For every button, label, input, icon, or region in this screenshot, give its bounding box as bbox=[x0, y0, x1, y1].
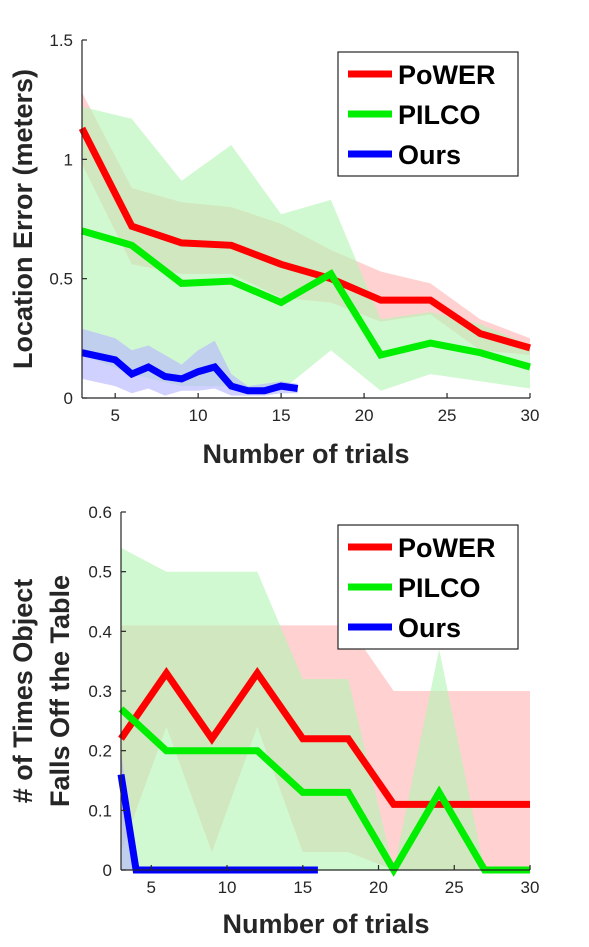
y-axis-label-line-2: Falls Off the Table bbox=[45, 575, 75, 807]
x-tick-label: 5 bbox=[147, 878, 156, 897]
x-axis-label: Number of trials bbox=[222, 909, 429, 939]
x-tick-label: 20 bbox=[355, 406, 374, 425]
band-pilco bbox=[121, 547, 530, 870]
y-tick-label: 0.3 bbox=[88, 682, 112, 701]
y-axis-label: Location Error (meters) bbox=[8, 69, 38, 369]
band-power bbox=[82, 92, 530, 355]
confidence-bands bbox=[82, 92, 530, 396]
x-tick-label: 15 bbox=[293, 878, 312, 897]
x-tick-label: 25 bbox=[438, 406, 457, 425]
y-tick-label: 0.4 bbox=[88, 622, 112, 641]
series-line-ours bbox=[81, 349, 299, 395]
x-tick-label: 5 bbox=[110, 406, 119, 425]
location-error-chart: 5 10 15 20 25 30 0 0.5 1 1.5 Number of trials Loc… bbox=[8, 31, 539, 469]
x-tick-label: 10 bbox=[218, 878, 237, 897]
legend-label-ours: Ours bbox=[398, 140, 461, 170]
y-tick-label: 1.5 bbox=[49, 31, 73, 50]
x-tick-label: 20 bbox=[369, 878, 388, 897]
x-tick-label: 30 bbox=[521, 878, 540, 897]
legend-label-power: PoWER bbox=[398, 533, 496, 563]
x-tick-label: 25 bbox=[445, 878, 464, 897]
y-tick-label: 0.5 bbox=[49, 270, 73, 289]
y-tick-label: 0.1 bbox=[88, 801, 112, 820]
y-axis-label-line-1: # of Times Object bbox=[8, 579, 38, 804]
y-tick-label: 1 bbox=[64, 150, 73, 169]
legend-label-pilco: PILCO bbox=[398, 100, 481, 130]
legend: PoWER PILCO Ours bbox=[337, 51, 519, 177]
axes: 5 10 15 20 25 30 0 0.5 1 1.5 bbox=[49, 31, 539, 425]
x-tick-label: 15 bbox=[272, 406, 291, 425]
y-tick-label: 0 bbox=[64, 389, 73, 408]
x-tick-label: 10 bbox=[189, 406, 208, 425]
legend: PoWER PILCO Ours bbox=[337, 524, 519, 650]
band-pilco bbox=[82, 106, 530, 391]
x-axis-label: Number of trials bbox=[202, 439, 409, 469]
falls-off-table-chart: 5 10 15 20 25 30 0 0.1 0.2 0.3 0.4 0.5 0.6 Number of… bbox=[8, 503, 539, 939]
y-tick-label: 0 bbox=[103, 861, 112, 880]
y-tick-label: 0.5 bbox=[88, 563, 112, 582]
x-tick-label: 30 bbox=[521, 406, 540, 425]
legend-label-power: PoWER bbox=[398, 60, 496, 90]
series-line-power bbox=[118, 666, 530, 808]
series-lines bbox=[78, 126, 531, 395]
series-line-pilco bbox=[118, 706, 530, 877]
y-tick-label: 0.6 bbox=[88, 503, 112, 522]
y-tick-label: 0.2 bbox=[88, 742, 112, 761]
band-ours bbox=[82, 328, 298, 396]
legend-label-pilco: PILCO bbox=[398, 573, 481, 603]
series-line-power bbox=[78, 126, 531, 352]
axes: 5 10 15 20 25 30 0 0.1 0.2 0.3 0.4 0.5 0.6 bbox=[88, 503, 539, 897]
series-line-pilco bbox=[81, 227, 531, 371]
legend-label-ours: Ours bbox=[398, 613, 461, 643]
